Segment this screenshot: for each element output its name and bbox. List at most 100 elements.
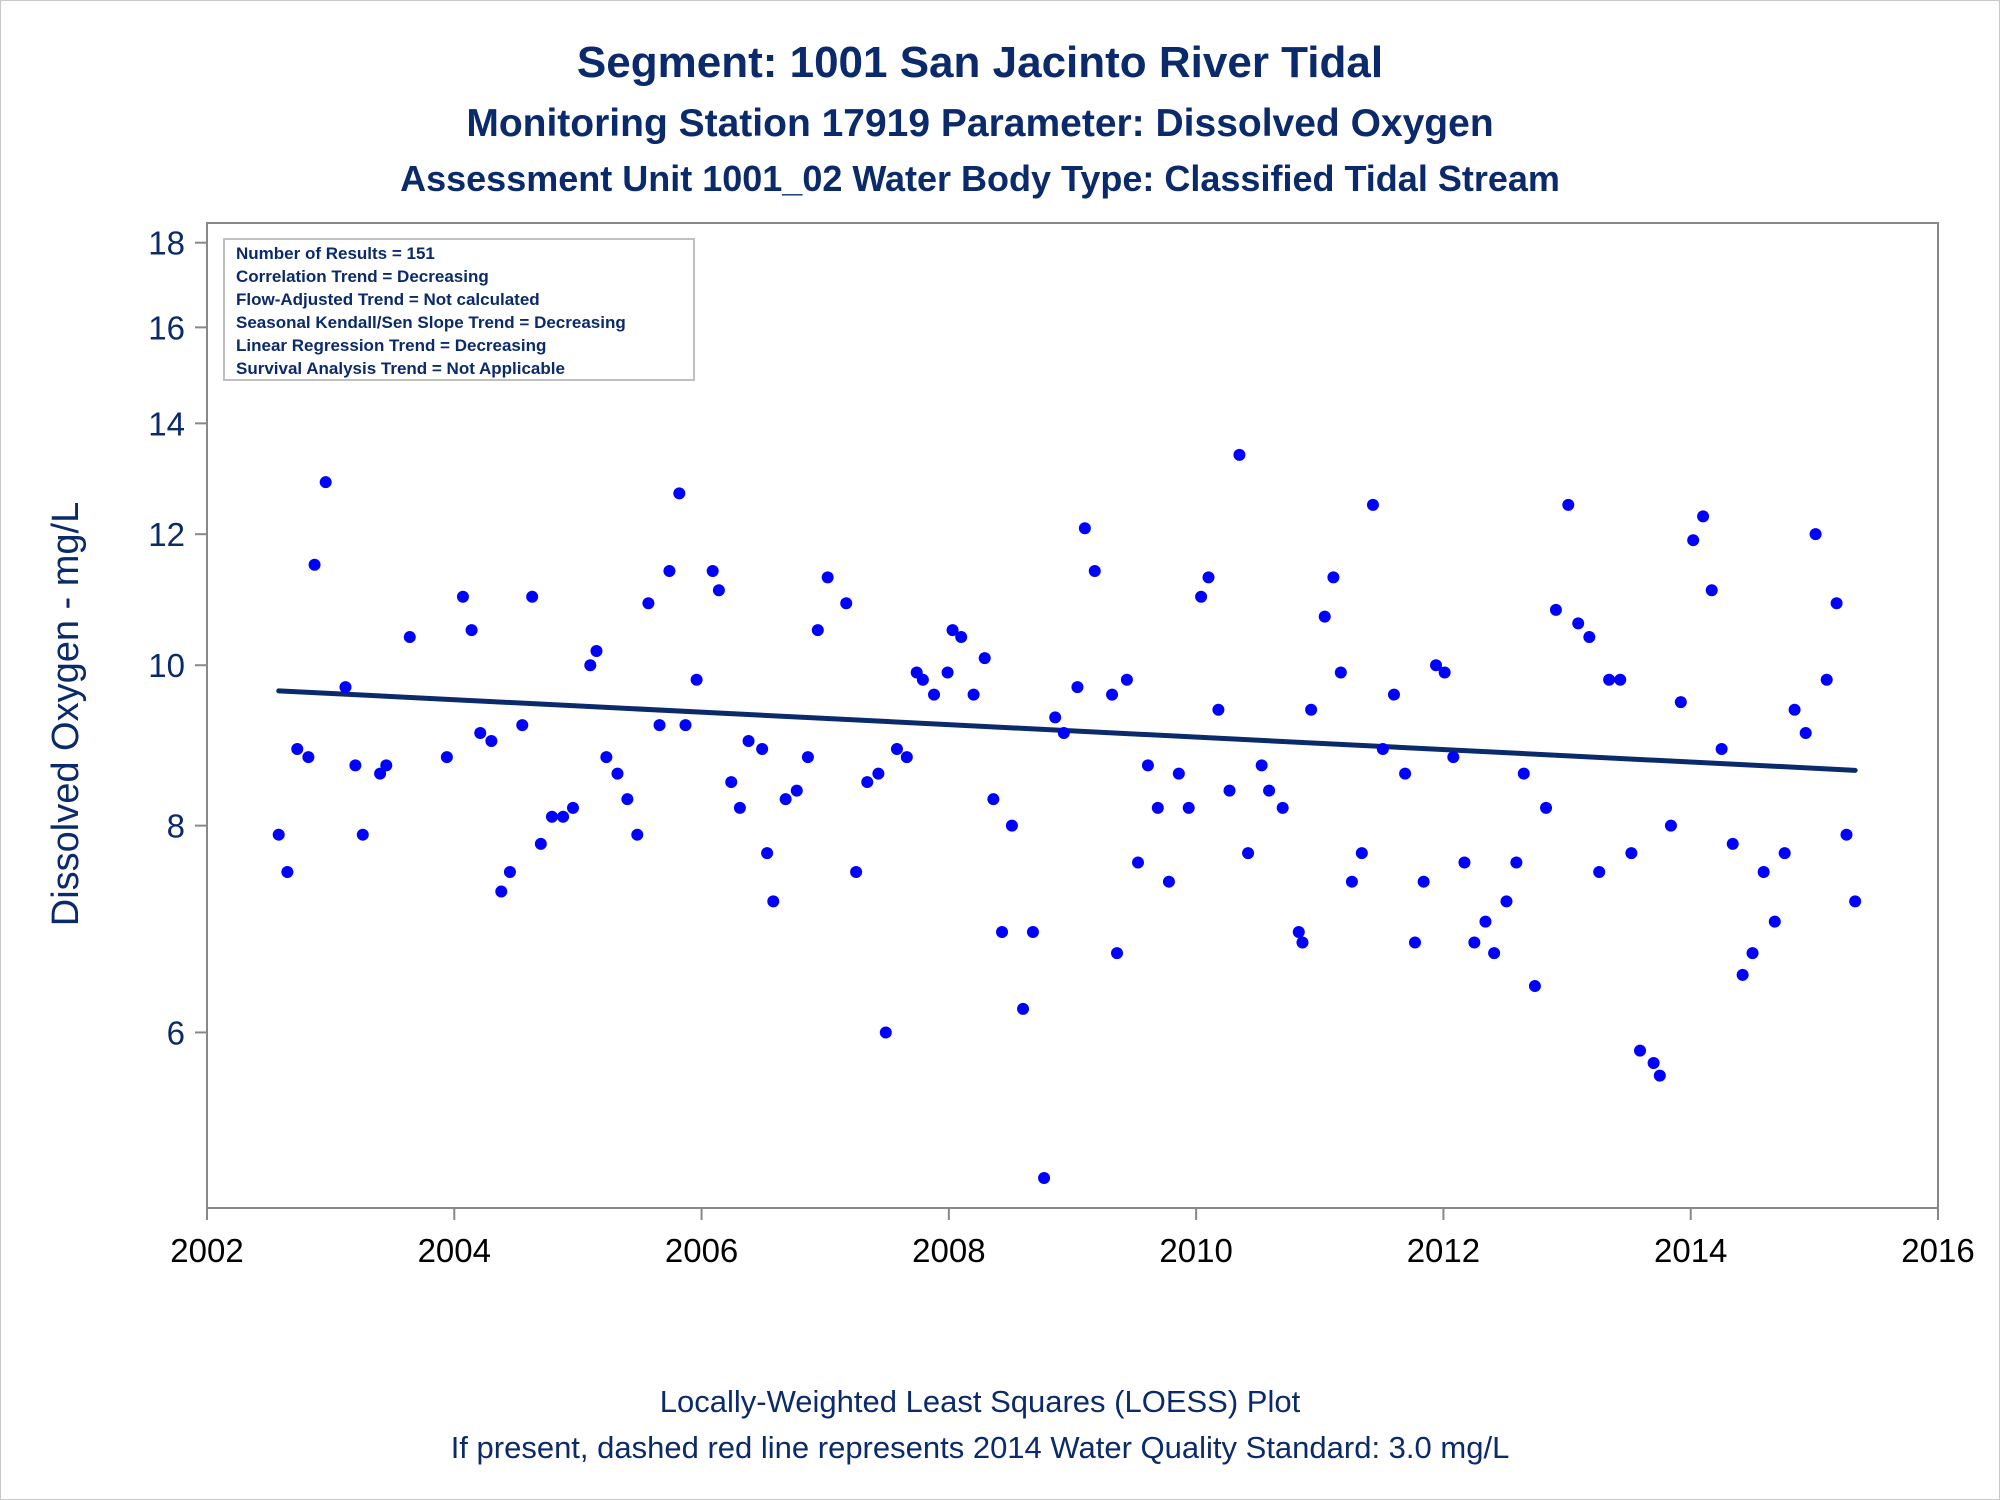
data-point [621, 793, 634, 806]
data-point [1292, 925, 1305, 938]
data-point [642, 597, 655, 610]
data-point [1634, 1044, 1647, 1057]
stats-line-correlation: Correlation Trend = Decreasing [236, 267, 489, 286]
data-point [1327, 571, 1340, 584]
footnote-loess: Locally-Weighted Least Squares (LOESS) P… [659, 1384, 1301, 1419]
data-point [1726, 837, 1739, 850]
data-point [1057, 727, 1070, 740]
data-point [1799, 727, 1812, 740]
data-point [653, 719, 666, 732]
data-point [706, 565, 719, 578]
stats-line-regression: Linear Regression Trend = Decreasing [236, 336, 546, 355]
x-tick-label: 2002 [170, 1232, 243, 1269]
data-point [1697, 510, 1710, 523]
data-point [349, 759, 362, 772]
data-point [1687, 534, 1700, 547]
y-tick-label: 10 [148, 647, 185, 684]
data-point [339, 681, 352, 694]
data-point [302, 751, 315, 764]
data-point [403, 631, 416, 644]
data-point [1647, 1057, 1660, 1070]
data-point [1276, 801, 1289, 814]
data-point [1705, 584, 1718, 597]
x-tick-label: 2012 [1407, 1232, 1480, 1269]
data-point [941, 666, 954, 679]
x-tick-label: 2006 [665, 1232, 738, 1269]
data-point [811, 624, 824, 637]
stats-legend: Number of Results = 151 Correlation Tren… [223, 238, 695, 381]
data-point [1120, 673, 1133, 686]
data-point [967, 688, 980, 701]
data-point [790, 784, 803, 797]
data-point [1162, 875, 1175, 888]
data-point [503, 866, 516, 879]
y-tick-label: 6 [167, 1014, 185, 1051]
data-point [1447, 751, 1460, 764]
chart-subtitle: Monitoring Station 17919 Parameter: Diss… [466, 102, 1494, 145]
data-point [1182, 801, 1195, 814]
data-point [900, 751, 913, 764]
data-point [1768, 915, 1781, 928]
x-tick-label: 2014 [1654, 1232, 1727, 1269]
data-point [1172, 767, 1185, 780]
data-point [1715, 743, 1728, 756]
data-point [1355, 847, 1368, 860]
footnote-standard: If present, dashed red line represents 2… [450, 1430, 1510, 1465]
data-point [1757, 866, 1770, 879]
data-point [1141, 759, 1154, 772]
data-point [1078, 522, 1091, 535]
data-point [761, 847, 774, 860]
data-point [801, 751, 814, 764]
data-point [1334, 666, 1347, 679]
stats-legend-box [223, 238, 695, 381]
data-point [1510, 856, 1523, 869]
data-point [663, 565, 676, 578]
data-point [928, 688, 941, 701]
data-point [566, 801, 579, 814]
data-point [840, 597, 853, 610]
data-point [1468, 936, 1481, 949]
data-point [1106, 688, 1119, 701]
data-point [890, 743, 903, 756]
data-point [1366, 498, 1379, 511]
data-point [1488, 947, 1501, 960]
data-point [456, 590, 469, 603]
data-point [1212, 703, 1225, 716]
stats-line-survival: Survival Analysis Trend = Not Applicable [236, 359, 565, 378]
data-point [1458, 856, 1471, 869]
data-point [690, 673, 703, 686]
stats-line-results: Number of Results = 151 [236, 244, 435, 263]
data-point [611, 767, 624, 780]
data-point [1195, 590, 1208, 603]
data-point [1233, 448, 1246, 461]
data-point [1653, 1069, 1666, 1082]
data-point [1151, 801, 1164, 814]
data-point [1664, 819, 1677, 832]
data-point [1296, 936, 1309, 949]
data-point [1318, 610, 1331, 623]
data-point [1583, 631, 1596, 644]
data-point [1820, 673, 1833, 686]
data-point [679, 719, 692, 732]
data-point [534, 837, 547, 850]
data-point [1017, 1002, 1030, 1015]
data-point [319, 476, 332, 489]
data-point [779, 793, 792, 806]
data-point [485, 734, 498, 747]
data-point [495, 885, 508, 898]
data-point [1479, 915, 1492, 928]
plot-area [206, 222, 1939, 1209]
data-point [380, 759, 393, 772]
data-point [1540, 801, 1553, 814]
data-point [272, 828, 285, 841]
data-point [1132, 856, 1145, 869]
data-point [767, 895, 780, 908]
data-point [1746, 947, 1759, 960]
data-point [1242, 847, 1255, 860]
data-point [1088, 565, 1101, 578]
data-point [1038, 1172, 1051, 1185]
data-point [465, 624, 478, 637]
data-point [978, 652, 991, 665]
data-point [1562, 498, 1575, 511]
